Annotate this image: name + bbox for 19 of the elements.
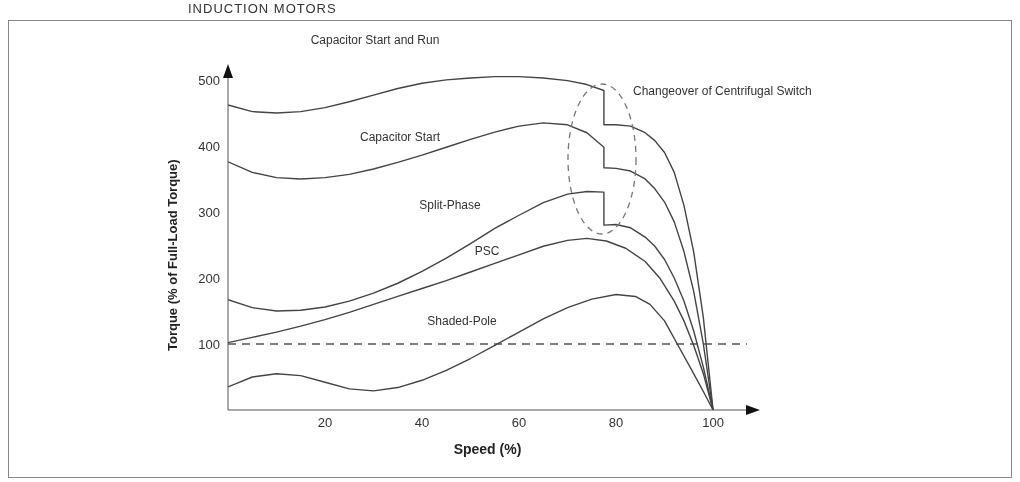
y-tick-label: 500 (198, 72, 220, 88)
x-tick-label: 40 (414, 415, 430, 431)
y-tick-label: 300 (198, 204, 220, 220)
y-axis-title: Torque (% of Full-Load Torque) (164, 159, 180, 351)
series-label: Split-Phase (419, 198, 481, 212)
series-label: Capacitor Start (359, 130, 441, 144)
y-tick-label: 400 (198, 138, 220, 154)
annotation: Changeover of Centrifugal Switch (633, 84, 812, 98)
y-tick-label: 100 (198, 336, 220, 352)
x-axis-title: Speed (%) (453, 441, 522, 457)
text: Capacitor Start and Run (310, 33, 440, 47)
series-label: Shaded-Pole (427, 314, 498, 328)
series-label: PSC (474, 244, 500, 258)
chart-title: INDUCTION MOTORS (188, 1, 337, 16)
y-tick-label: 200 (198, 270, 220, 286)
x-tick-label: 20 (317, 415, 333, 431)
x-tick-label: 60 (511, 415, 527, 431)
x-tick-label: 80 (608, 415, 624, 431)
x-tick-label: 100 (702, 415, 724, 431)
